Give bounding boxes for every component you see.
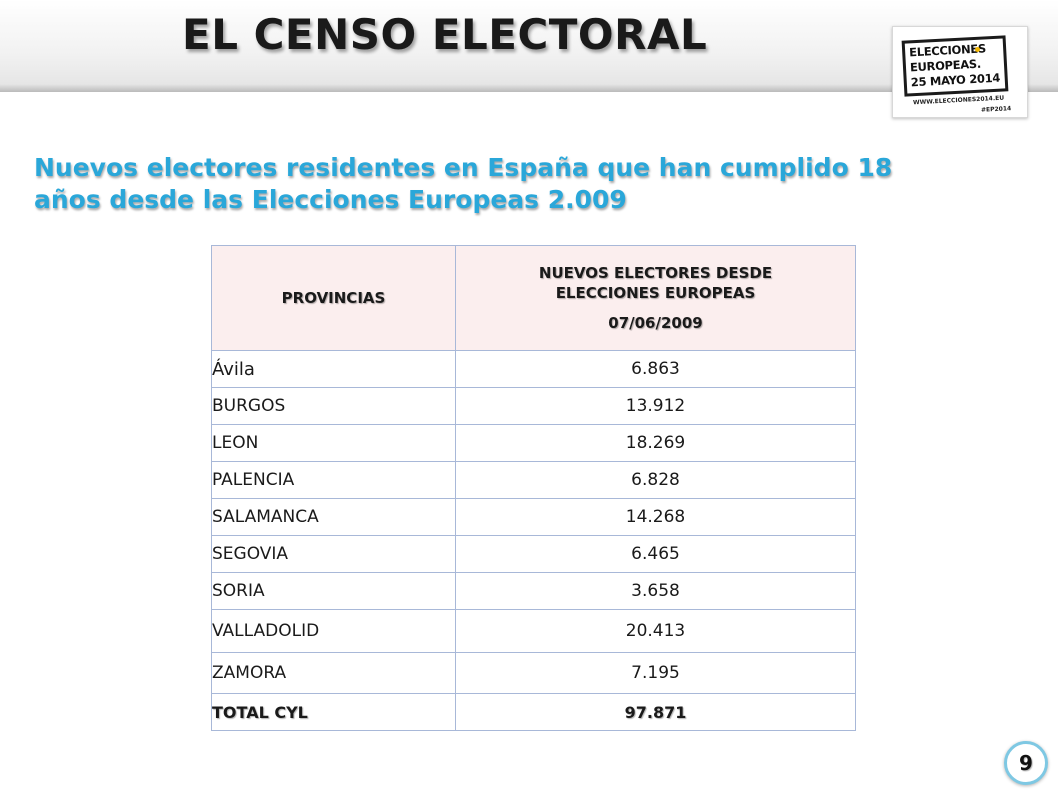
province-cell: ZAMORA: [211, 652, 456, 694]
table-row: VALLADOLID 20.413: [211, 609, 856, 653]
value-cell: 6.828: [455, 461, 856, 499]
value-cell: 7.195: [455, 652, 856, 694]
header-provincias: PROVINCIAS: [211, 245, 456, 351]
province-cell: LEON: [211, 424, 456, 462]
table-row: ZAMORA 7.195: [211, 652, 856, 694]
census-table: PROVINCIAS NUEVOS ELECTORES DESDE ELECCI…: [211, 245, 856, 731]
table-row: Ávila 6.863: [211, 350, 856, 388]
province-cell: SEGOVIA: [211, 535, 456, 573]
header-line-1: NUEVOS ELECTORES DESDE: [538, 264, 773, 282]
total-row: TOTAL CYL 97.871: [211, 693, 856, 731]
table-row: SALAMANCA 14.268: [211, 498, 856, 536]
header-band: [0, 0, 1058, 92]
value-cell: 13.912: [455, 387, 856, 425]
logo-star-icon: [975, 47, 980, 52]
province-cell: BURGOS: [211, 387, 456, 425]
province-cell: SORIA: [211, 572, 456, 610]
value-cell: 18.269: [455, 424, 856, 462]
slide-subtitle: Nuevos electores residentes en España qu…: [34, 153, 893, 214]
total-label: TOTAL CYL: [211, 693, 456, 731]
table-row: SORIA 3.658: [211, 572, 856, 610]
slide-title: EL CENSO ELECTORAL: [182, 10, 708, 59]
value-cell: 3.658: [455, 572, 856, 610]
table-row: BURGOS 13.912: [211, 387, 856, 425]
header-line-2: ELECCIONES EUROPEAS: [555, 284, 756, 302]
province-cell: SALAMANCA: [211, 498, 456, 536]
logo-hashtag: #EP2014: [980, 105, 1012, 114]
province-cell: PALENCIA: [211, 461, 456, 499]
province-cell: VALLADOLID: [211, 609, 456, 653]
logo-url: WWW.ELECCIONES2014.EU: [912, 94, 1005, 107]
table-row: LEON 18.269: [211, 424, 856, 462]
value-cell: 6.465: [455, 535, 856, 573]
logo-badge: ELECCIONES EUROPEAS. 25 MAYO 2014: [901, 35, 1009, 97]
header-date: 07/06/2009: [608, 314, 703, 332]
total-value: 97.871: [455, 693, 856, 731]
table-row: SEGOVIA 6.465: [211, 535, 856, 573]
value-cell: 6.863: [455, 350, 856, 388]
value-cell: 14.268: [455, 498, 856, 536]
province-cell: Ávila: [211, 350, 456, 388]
table-row: PALENCIA 6.828: [211, 461, 856, 499]
header-nuevos-electores: NUEVOS ELECTORES DESDE ELECCIONES EUROPE…: [455, 245, 856, 351]
elections-logo: ELECCIONES EUROPEAS. 25 MAYO 2014 WWW.EL…: [892, 26, 1028, 118]
value-cell: 20.413: [455, 609, 856, 653]
table-header-row: PROVINCIAS NUEVOS ELECTORES DESDE ELECCI…: [211, 245, 856, 351]
page-number-badge: 9: [1004, 741, 1048, 785]
